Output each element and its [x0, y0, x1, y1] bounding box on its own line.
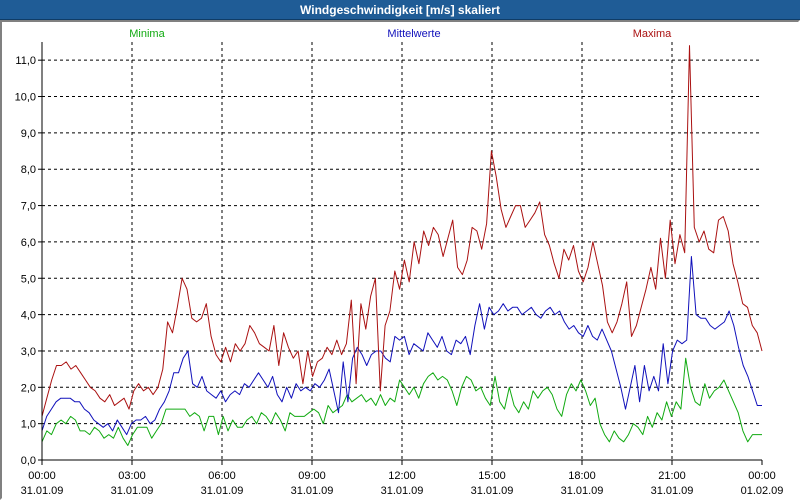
x-tick-time: 15:00	[478, 470, 506, 482]
y-axis-ticks: 0,0 1,0 2,0 3,0 4,0 5,0 6,0 7,0 8,0 9,0 10,0 11,0	[15, 55, 42, 467]
x-tick-time: 03:00	[118, 470, 146, 482]
y-tick-label: 5,0	[21, 273, 36, 285]
legend: Minima Mittelwerte Maxima	[129, 28, 672, 40]
y-tick-label: 9,0	[21, 128, 36, 140]
x-tick-time: 00:00	[748, 470, 776, 482]
x-tick-time: 12:00	[388, 470, 416, 482]
x-tick-date: 31.01.09	[561, 485, 604, 497]
gridlines	[42, 42, 762, 460]
y-tick-label: 4,0	[21, 310, 36, 322]
y-tick-label: 6,0	[21, 237, 36, 249]
x-tick-date: 31.01.09	[111, 485, 154, 497]
x-tick-time: 00:00	[28, 470, 56, 482]
series-line-mittelwerte	[41, 256, 762, 436]
y-tick-label: 2,0	[21, 382, 36, 394]
x-tick-time: 21:00	[658, 470, 686, 482]
chart-svg: 0,0 1,0 2,0 3,0 4,0 5,0 6,0 7,0 8,0 9,0 10,0 11,0 0…	[15, 28, 784, 497]
x-tick-date: 31.01.09	[201, 485, 244, 497]
chart-panel: 0,0 1,0 2,0 3,0 4,0 5,0 6,0 7,0 8,0 9,0 10,0 11,0 0…	[0, 20, 800, 500]
x-tick-date: 31.01.09	[21, 485, 64, 497]
y-tick-label: 7,0	[21, 201, 36, 213]
y-tick-label: 8,0	[21, 164, 36, 176]
x-tick-time: 09:00	[298, 470, 326, 482]
x-tick-time: 18:00	[568, 470, 596, 482]
x-tick-date: 01.02.09	[741, 485, 784, 497]
legend-entry-minima: Minima	[129, 28, 165, 40]
x-axis-ticks: 00:00 31.01.09 03:00 31.01.09 06:00 31.01.09 0…	[21, 460, 784, 497]
y-tick-label: 10,0	[15, 92, 36, 104]
series-line-maxima	[41, 45, 763, 417]
y-tick-label: 1,0	[21, 419, 36, 431]
x-tick-time: 06:00	[208, 470, 236, 482]
series-group	[41, 45, 763, 446]
x-tick-date: 31.01.09	[471, 485, 514, 497]
x-tick-date: 31.01.09	[291, 485, 334, 497]
x-tick-date: 31.01.09	[651, 485, 694, 497]
legend-entry-mittelwerte: Mittelwerte	[387, 28, 440, 40]
legend-entry-maxima: Maxima	[633, 28, 672, 40]
series-line-minima	[41, 357, 762, 446]
window-title: Windgeschwindigkeit [m/s] skaliert	[0, 0, 800, 20]
x-tick-date: 31.01.09	[381, 485, 424, 497]
y-tick-label: 11,0	[15, 55, 36, 67]
y-tick-label: 0,0	[21, 455, 36, 467]
y-tick-label: 3,0	[21, 346, 36, 358]
